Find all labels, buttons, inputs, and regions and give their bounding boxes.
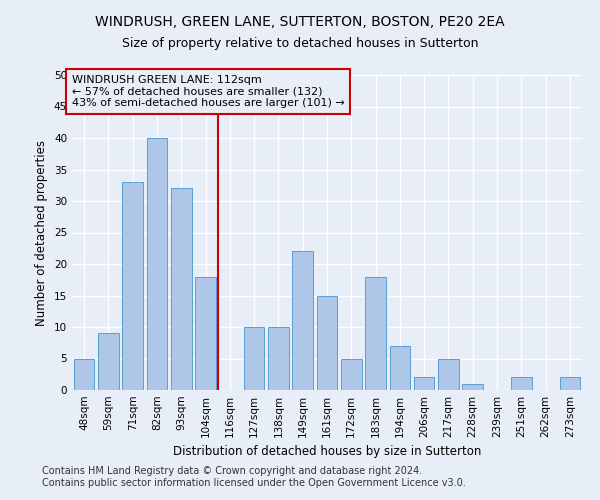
Bar — [292, 252, 313, 390]
Text: Contains HM Land Registry data © Crown copyright and database right 2024.
Contai: Contains HM Land Registry data © Crown c… — [42, 466, 466, 487]
Bar — [365, 276, 386, 390]
Bar — [511, 378, 532, 390]
Bar — [389, 346, 410, 390]
Bar — [122, 182, 143, 390]
Bar — [74, 358, 94, 390]
Bar — [244, 327, 265, 390]
Bar — [98, 334, 119, 390]
Bar — [195, 276, 216, 390]
Y-axis label: Number of detached properties: Number of detached properties — [35, 140, 49, 326]
Bar — [171, 188, 191, 390]
Text: Size of property relative to detached houses in Sutterton: Size of property relative to detached ho… — [122, 38, 478, 51]
Bar — [414, 378, 434, 390]
Bar — [268, 327, 289, 390]
Bar — [341, 358, 362, 390]
Bar — [317, 296, 337, 390]
Text: WINDRUSH, GREEN LANE, SUTTERTON, BOSTON, PE20 2EA: WINDRUSH, GREEN LANE, SUTTERTON, BOSTON,… — [95, 15, 505, 29]
Bar — [438, 358, 459, 390]
Text: WINDRUSH GREEN LANE: 112sqm
← 57% of detached houses are smaller (132)
43% of se: WINDRUSH GREEN LANE: 112sqm ← 57% of det… — [72, 75, 345, 108]
Bar — [146, 138, 167, 390]
Bar — [560, 378, 580, 390]
X-axis label: Distribution of detached houses by size in Sutterton: Distribution of detached houses by size … — [173, 446, 481, 458]
Bar — [463, 384, 483, 390]
